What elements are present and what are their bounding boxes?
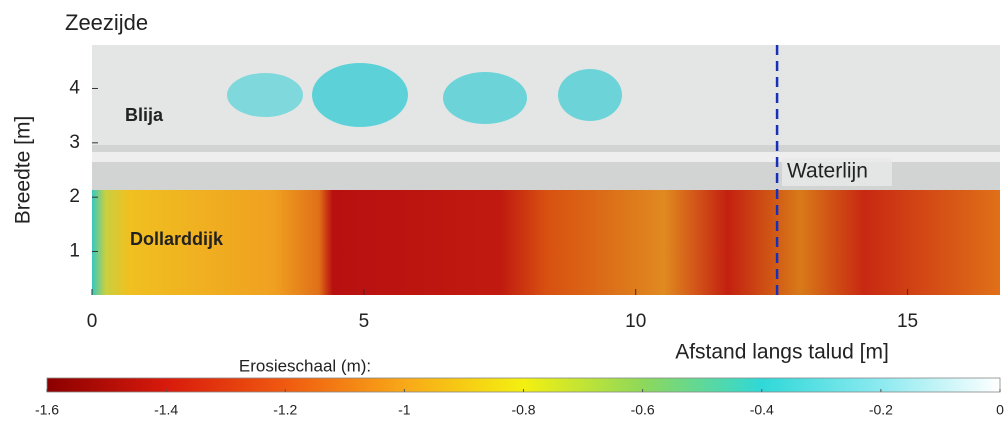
y-tick-label: 4 [69, 77, 80, 98]
colorbar-tick-label: -0.6 [631, 402, 655, 418]
colorbar-tick-label: -1.6 [35, 402, 59, 418]
y-tick-label: 1 [69, 241, 80, 262]
annotation: Blija [125, 105, 164, 125]
annotation: Waterlijn [787, 160, 868, 183]
y-tick-label: 2 [69, 186, 80, 207]
y-tick-label: 3 [69, 132, 80, 153]
x-tick-label: 5 [359, 311, 370, 332]
x-axis-label: Afstand langs talud [m] [675, 341, 889, 364]
x-tick-label: 0 [87, 311, 98, 332]
colorbar-tick-label: -0.8 [511, 402, 535, 418]
chart-title: Zeezijde [65, 10, 148, 35]
colorbar-tick-label: -1.2 [273, 402, 297, 418]
colorbar-tick-label: 0 [996, 402, 1004, 418]
x-tick-label: 10 [625, 311, 646, 332]
colorbar-tick-label: -1 [398, 402, 411, 418]
x-tick-label: 15 [897, 311, 918, 332]
colorbar-tick-label: -0.2 [869, 402, 893, 418]
colorbar-label: Erosieschaal (m): [239, 356, 371, 375]
colorbar-tick-label: -0.4 [750, 402, 774, 418]
y-axis-label: Breedte [m] [12, 116, 35, 225]
annotation: Dollarddijk [130, 229, 224, 249]
colorbar-tick-label: -1.4 [154, 402, 178, 418]
